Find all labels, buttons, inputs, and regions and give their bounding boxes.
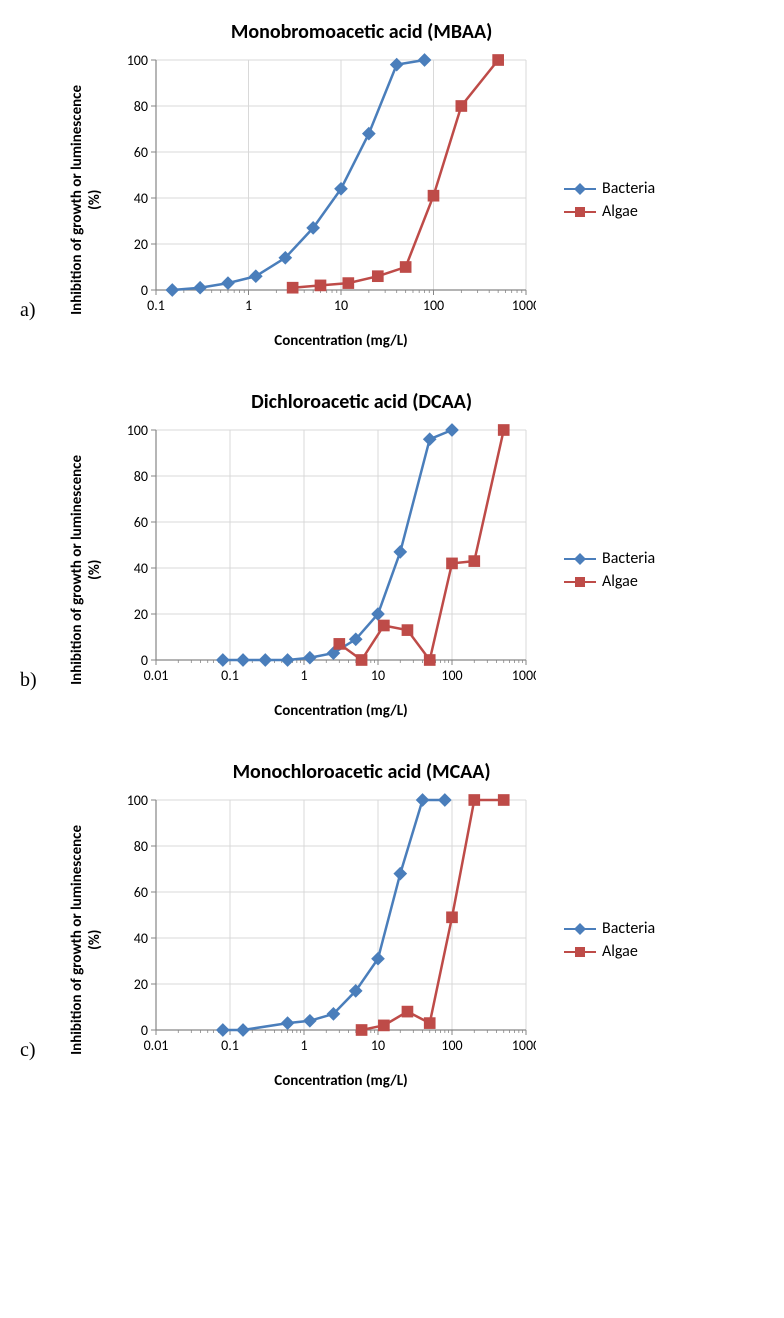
svg-text:1000: 1000 [512,667,536,684]
svg-text:0.1: 0.1 [221,667,239,684]
svg-text:1: 1 [245,297,252,314]
panel-label: c) [20,1039,68,1090]
svg-text:100: 100 [441,1037,462,1054]
plot-wrap: Inhibition of growth or luminescence(%) … [68,790,655,1090]
svg-text:100: 100 [127,422,148,439]
plot-area: 0204060801000.010.11101001000 Concentrat… [106,420,536,720]
legend-swatch-bacteria [564,921,596,937]
plot-area: 0204060801000.010.11101001000 Concentrat… [106,790,536,1090]
chart-row: b) Dichloroacetic acid (DCAA) Inhibition… [20,390,764,720]
svg-text:100: 100 [441,667,462,684]
chart-svg: 0204060801000.010.11101001000 [106,420,536,700]
x-axis-label: Concentration (mg/L) [156,332,526,350]
legend: Bacteria Algae [564,915,655,965]
svg-text:1: 1 [300,1037,307,1054]
svg-text:20: 20 [134,976,148,993]
y-axis-label: Inhibition of growth or luminescence(%) [68,455,104,685]
svg-text:100: 100 [423,297,444,314]
svg-text:80: 80 [134,98,148,115]
svg-text:40: 40 [134,930,148,947]
svg-text:80: 80 [134,838,148,855]
svg-text:0.01: 0.01 [144,1037,169,1054]
svg-text:40: 40 [134,560,148,577]
legend-item-algae: Algae [564,572,655,591]
svg-text:10: 10 [371,667,385,684]
legend-item-bacteria: Bacteria [564,549,655,568]
x-axis-label: Concentration (mg/L) [156,1072,526,1090]
legend-swatch-algae [564,574,596,590]
legend-label-bacteria: Bacteria [602,919,655,938]
legend-item-bacteria: Bacteria [564,919,655,938]
chart-row: a) Monobromoacetic acid (MBAA) Inhibitio… [20,20,764,350]
legend: Bacteria Algae [564,175,655,225]
chart-svg: 0204060801000.11101001000 [106,50,536,330]
legend-label-bacteria: Bacteria [602,549,655,568]
svg-text:60: 60 [134,514,148,531]
legend-item-algae: Algae [564,942,655,961]
chart-container: Monochloroacetic acid (MCAA) Inhibition … [68,760,655,1090]
legend-swatch-bacteria [564,181,596,197]
legend-item-algae: Algae [564,202,655,221]
chart-container: Monobromoacetic acid (MBAA) Inhibition o… [68,20,655,350]
svg-text:1000: 1000 [512,297,536,314]
svg-text:40: 40 [134,190,148,207]
legend-label-algae: Algae [602,572,638,591]
chart-svg: 0204060801000.010.11101001000 [106,790,536,1070]
legend-swatch-algae [564,944,596,960]
svg-text:20: 20 [134,236,148,253]
svg-text:1: 1 [300,667,307,684]
svg-text:0.1: 0.1 [147,297,165,314]
chart-container: Dichloroacetic acid (DCAA) Inhibition of… [68,390,655,720]
chart-title: Monochloroacetic acid (MCAA) [68,760,655,784]
svg-text:10: 10 [371,1037,385,1054]
svg-text:1000: 1000 [512,1037,536,1054]
legend-swatch-algae [564,204,596,220]
y-axis-label: Inhibition of growth or luminescence(%) [68,85,104,315]
legend-label-bacteria: Bacteria [602,179,655,198]
legend: Bacteria Algae [564,545,655,595]
svg-text:80: 80 [134,468,148,485]
svg-text:60: 60 [134,884,148,901]
panel-label: a) [20,299,68,350]
plot-wrap: Inhibition of growth or luminescence(%) … [68,50,655,350]
x-axis-label: Concentration (mg/L) [156,702,526,720]
legend-swatch-bacteria [564,551,596,567]
svg-text:0.01: 0.01 [144,667,169,684]
chart-row: c) Monochloroacetic acid (MCAA) Inhibiti… [20,760,764,1090]
chart-title: Monobromoacetic acid (MBAA) [68,20,655,44]
svg-text:0.1: 0.1 [221,1037,239,1054]
panel-label: b) [20,669,68,720]
legend-label-algae: Algae [602,942,638,961]
legend-label-algae: Algae [602,202,638,221]
legend-item-bacteria: Bacteria [564,179,655,198]
svg-text:10: 10 [334,297,348,314]
plot-wrap: Inhibition of growth or luminescence(%) … [68,420,655,720]
y-axis-label: Inhibition of growth or luminescence(%) [68,825,104,1055]
chart-title: Dichloroacetic acid (DCAA) [68,390,655,414]
plot-area: 0204060801000.11101001000 Concentration … [106,50,536,350]
svg-text:100: 100 [127,792,148,809]
svg-text:20: 20 [134,606,148,623]
svg-text:100: 100 [127,52,148,69]
svg-text:60: 60 [134,144,148,161]
